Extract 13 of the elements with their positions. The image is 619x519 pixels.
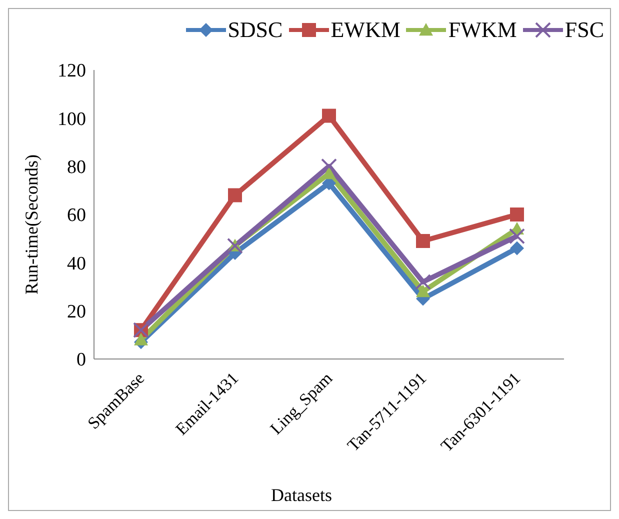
legend-label: FWKM [448, 17, 517, 43]
y-tick-label: 120 [58, 60, 86, 82]
y-tick-label: 100 [58, 108, 86, 130]
legend-label: SDSC [228, 17, 283, 43]
y-tick-label: 0 [76, 350, 86, 371]
legend-label: FSC [564, 17, 604, 43]
y-tick-label: 40 [67, 253, 86, 274]
y-tick-label: 60 [67, 205, 86, 226]
y-tick-label: 20 [67, 302, 86, 323]
y-tick-label: 80 [67, 157, 86, 178]
y-axis-title: Run-time(Seconds) [21, 154, 42, 294]
legend-label: EWKM [330, 17, 400, 43]
x-axis-title: Datasets [271, 485, 332, 506]
